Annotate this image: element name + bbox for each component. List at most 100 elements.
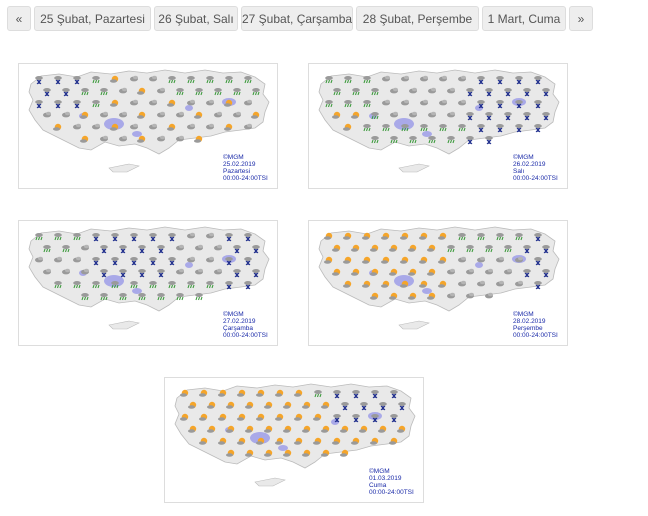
tab-day-1[interactable]: 25 Şubat, Pazartesi	[34, 6, 151, 31]
cloud-weather-icon	[496, 256, 504, 263]
cloud-weather-icon	[130, 75, 138, 82]
sun-weather-icon	[110, 99, 119, 107]
snow-weather-icon	[111, 257, 119, 266]
forecast-map-day-3[interactable]: ©MGM 27.02.2019 Çarşamba 00:00-24:00TSI	[18, 220, 278, 346]
snow-weather-icon	[333, 390, 341, 399]
rain-weather-icon	[149, 281, 157, 289]
cloud-weather-icon	[214, 268, 222, 275]
sun-weather-icon	[321, 401, 330, 409]
sun-weather-icon	[294, 413, 303, 421]
sun-weather-icon	[302, 449, 311, 457]
map-day: Pazartesi	[223, 168, 251, 175]
cloud-weather-icon	[390, 87, 398, 94]
rain-weather-icon	[81, 293, 89, 301]
cloud-weather-icon	[401, 99, 409, 106]
sun-weather-icon	[321, 425, 330, 433]
map-date: 27.02.2019	[223, 318, 256, 325]
rain-weather-icon	[515, 233, 523, 241]
cloud-weather-icon	[62, 268, 70, 275]
cloud-weather-icon	[81, 244, 89, 251]
cloud-weather-icon	[515, 256, 523, 263]
snow-weather-icon	[341, 402, 349, 411]
tab-day-4[interactable]: 28 Şubat, Perşembe	[356, 6, 479, 31]
snow-weather-icon	[542, 88, 550, 97]
cloud-weather-icon	[439, 75, 447, 82]
sun-weather-icon	[218, 413, 227, 421]
snow-weather-icon	[157, 269, 165, 278]
sun-weather-icon	[80, 111, 89, 119]
snow-weather-icon	[515, 124, 523, 133]
snow-weather-icon	[496, 76, 504, 85]
sun-weather-icon	[237, 413, 246, 421]
map-time: 00:00-24:00TSI	[369, 489, 414, 496]
sun-weather-icon	[264, 449, 273, 457]
sun-weather-icon	[419, 232, 428, 240]
snow-weather-icon	[466, 88, 474, 97]
sun-weather-icon	[427, 292, 436, 300]
snow-weather-icon	[523, 112, 531, 121]
cloud-weather-icon	[130, 123, 138, 130]
cloud-weather-icon	[420, 99, 428, 106]
sun-weather-icon	[313, 437, 322, 445]
next-page-button[interactable]: »	[569, 6, 593, 31]
cloud-weather-icon	[420, 75, 428, 82]
sun-weather-icon	[343, 280, 352, 288]
snow-weather-icon	[485, 112, 493, 121]
rain-weather-icon	[458, 233, 466, 241]
snow-weather-icon	[233, 245, 241, 254]
forecast-map-day-2[interactable]: ©MGM 26.02.2019 Salı 00:00-24:00TSI	[308, 63, 568, 189]
rain-weather-icon	[100, 293, 108, 301]
snow-weather-icon	[225, 281, 233, 290]
snow-weather-icon	[485, 88, 493, 97]
cloud-weather-icon	[176, 268, 184, 275]
snow-weather-icon	[515, 100, 523, 109]
rain-weather-icon	[363, 100, 371, 108]
snow-weather-icon	[523, 269, 531, 278]
prev-page-button[interactable]: «	[7, 6, 31, 31]
sun-weather-icon	[397, 425, 406, 433]
rain-weather-icon	[35, 233, 43, 241]
map-copyright: ©MGM	[223, 154, 244, 161]
forecast-map-day-4[interactable]: ©MGM 28.02.2019 Perşembe 00:00-24:00TSI	[308, 220, 568, 346]
rain-weather-icon	[62, 245, 70, 253]
snow-weather-icon	[477, 124, 485, 133]
sun-weather-icon	[408, 268, 417, 276]
cloud-weather-icon	[119, 135, 127, 142]
cloud-weather-icon	[43, 268, 51, 275]
tab-day-2[interactable]: 26 Şubat, Salı	[154, 6, 238, 31]
sun-weather-icon	[343, 123, 352, 131]
rain-weather-icon	[195, 88, 203, 96]
sun-weather-icon	[224, 99, 233, 107]
sun-weather-icon	[199, 389, 208, 397]
snow-weather-icon	[73, 100, 81, 109]
snow-weather-icon	[130, 233, 138, 242]
sun-weather-icon	[167, 123, 176, 131]
forecast-map-day-5[interactable]: ©MGM 01.03.2019 Cuma 00:00-24:00TSI	[164, 377, 424, 503]
snow-weather-icon	[466, 136, 474, 145]
sun-weather-icon	[427, 268, 436, 276]
cloud-weather-icon	[233, 111, 241, 118]
turkey-map-image	[28, 69, 270, 173]
rain-weather-icon	[504, 245, 512, 253]
rain-weather-icon	[352, 88, 360, 96]
sun-weather-icon	[389, 244, 398, 252]
rain-weather-icon	[138, 293, 146, 301]
sun-weather-icon	[188, 425, 197, 433]
tab-day-3[interactable]: 27 Şubat, Çarşamba	[241, 6, 353, 31]
cloud-weather-icon	[35, 256, 43, 263]
snow-weather-icon	[168, 233, 176, 242]
cloud-weather-icon	[149, 75, 157, 82]
rain-weather-icon	[314, 390, 322, 398]
map-copyright: ©MGM	[513, 311, 534, 318]
sun-weather-icon	[275, 413, 284, 421]
rain-weather-icon	[325, 76, 333, 84]
cloud-weather-icon	[195, 268, 203, 275]
tab-day-5[interactable]: 1 Mart, Cuma	[482, 6, 566, 31]
sun-weather-icon	[340, 449, 349, 457]
map-day: Cuma	[369, 482, 387, 489]
sun-weather-icon	[332, 268, 341, 276]
forecast-map-day-1[interactable]: ©MGM 25.02.2019 Pazartesi 00:00-24:00TSI	[18, 63, 278, 189]
snow-weather-icon	[534, 257, 542, 266]
rain-weather-icon	[371, 136, 379, 144]
sun-weather-icon	[80, 135, 89, 143]
